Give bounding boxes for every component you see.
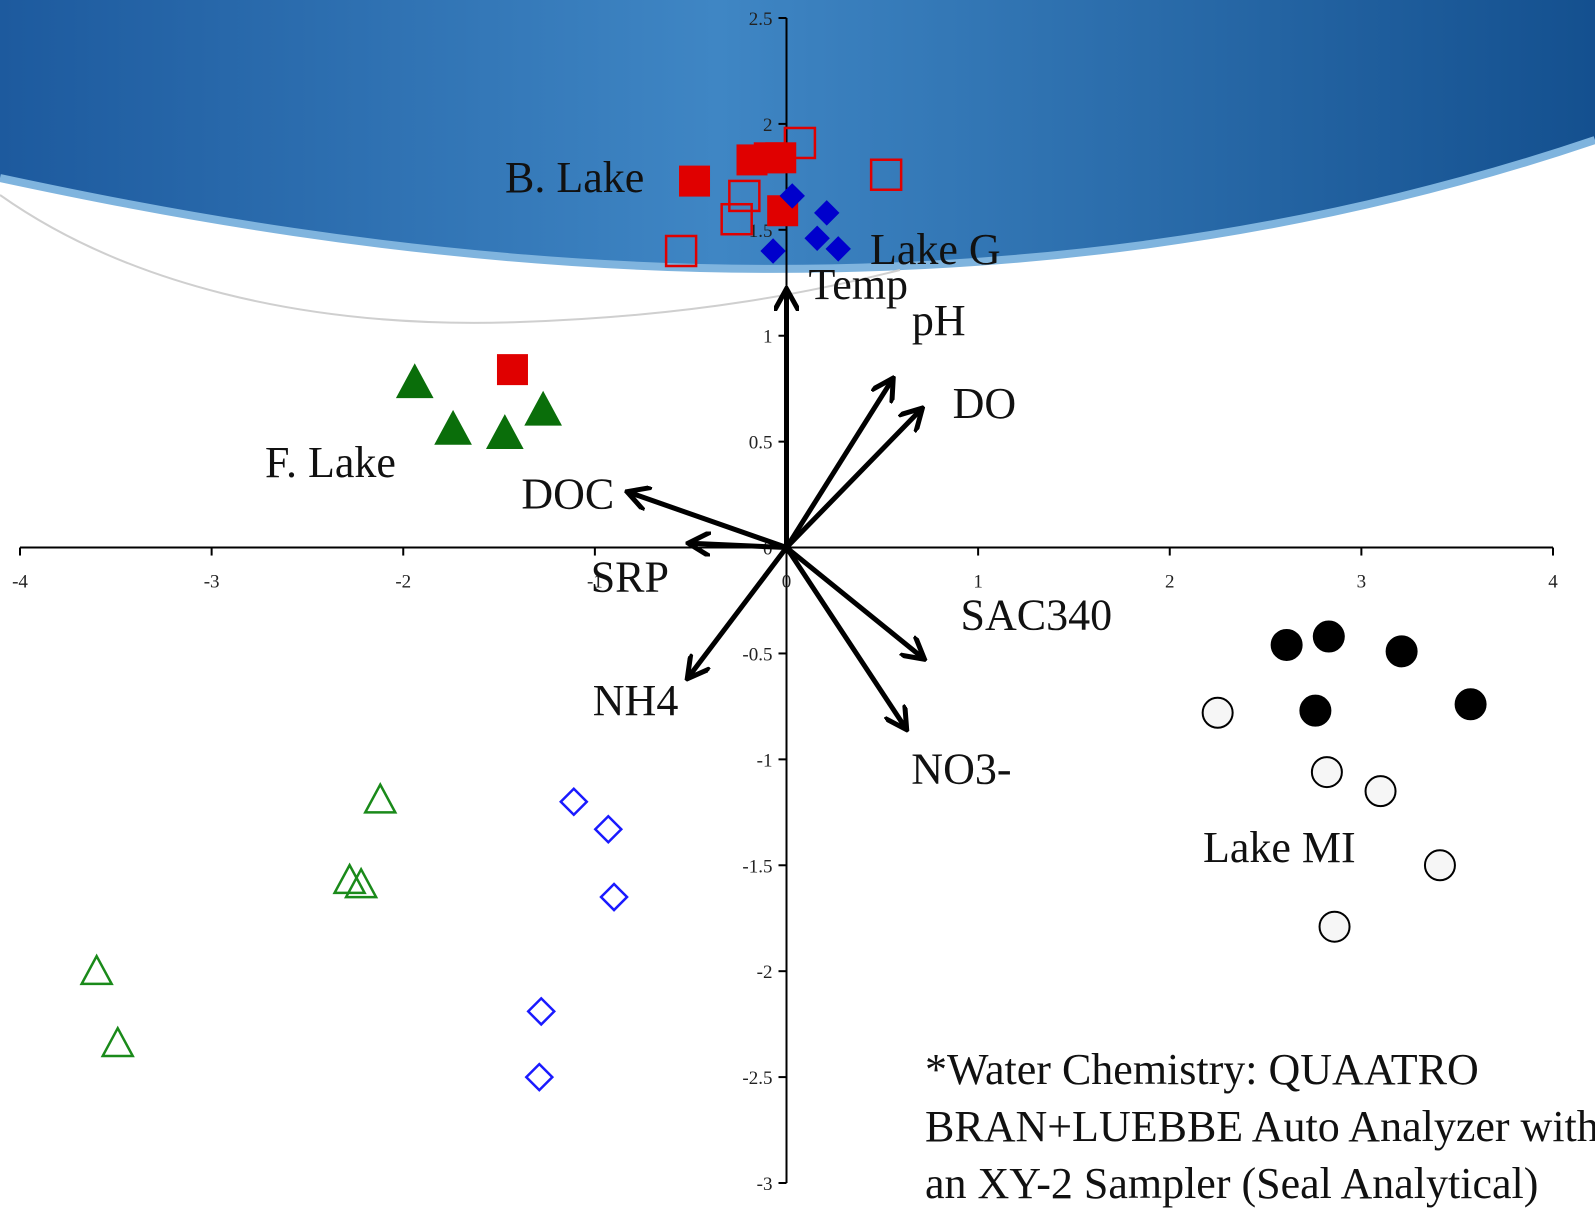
page: {"chart_data": {"type": "biplot", "xlim"…: [0, 0, 1595, 1213]
chart: -4-3-2-101234-3-2.5-2-1.5-1-0.500.511.52…: [0, 0, 1595, 1213]
point: [365, 785, 395, 813]
point: [1272, 630, 1302, 660]
point: [487, 415, 523, 448]
point: [1425, 850, 1455, 880]
vector-label: pH: [912, 296, 966, 345]
point: [601, 884, 627, 910]
loading-arrow: [629, 492, 786, 547]
point: [1320, 912, 1350, 942]
footnote: an XY-2 Sampler (Seal Analytical): [925, 1159, 1538, 1208]
loading-arrow: [787, 548, 923, 658]
point: [680, 166, 710, 196]
point: [595, 816, 621, 842]
x-tick-label: -3: [204, 572, 220, 593]
x-tick-label: 3: [1357, 572, 1367, 593]
point: [435, 411, 471, 444]
loading-arrow: [787, 548, 906, 728]
point: [497, 355, 527, 385]
vector-label: DO: [953, 379, 1017, 428]
x-tick-label: -2: [395, 572, 411, 593]
point: [1203, 698, 1233, 728]
y-tick-label: 2.5: [749, 9, 773, 30]
vector-label: NH4: [593, 676, 679, 725]
vector-label: SRP: [591, 552, 669, 601]
point: [103, 1028, 133, 1056]
x-tick-label: -4: [12, 572, 28, 593]
y-tick-label: -1.5: [742, 856, 772, 877]
y-tick-label: -1: [757, 750, 773, 771]
y-tick-label: 2: [763, 115, 773, 136]
y-tick-label: 1: [763, 327, 773, 348]
point: [1312, 757, 1342, 787]
loading-arrow: [787, 380, 892, 547]
y-tick-label: -2: [757, 962, 773, 983]
vector-label: SAC340: [961, 591, 1113, 640]
vector-label: DOC: [521, 469, 614, 518]
point: [397, 364, 433, 397]
group-label: Lake G: [870, 225, 1001, 274]
point: [1387, 636, 1417, 666]
point: [528, 998, 554, 1024]
y-tick-label: 0.5: [749, 433, 773, 454]
y-tick-label: -2.5: [742, 1068, 772, 1089]
footnote: *Water Chemistry: QUAATRO: [925, 1045, 1479, 1094]
group-label: B. Lake: [505, 153, 644, 202]
point: [82, 956, 112, 984]
y-tick-label: -3: [757, 1174, 773, 1195]
y-tick-label: -0.5: [742, 644, 772, 665]
group-label: F. Lake: [265, 438, 396, 487]
point: [1366, 776, 1396, 806]
point: [561, 789, 587, 815]
background: [0, 0, 1595, 323]
loading-arrow: [787, 410, 921, 548]
x-tick-label: 1: [973, 572, 983, 593]
x-tick-label: 0: [782, 572, 792, 593]
point: [1300, 696, 1330, 726]
point: [1456, 689, 1486, 719]
x-tick-label: 2: [1165, 572, 1175, 593]
group-label: Lake MI: [1203, 823, 1356, 872]
point: [525, 392, 561, 425]
point: [526, 1064, 552, 1090]
footnote: BRAN+LUEBBE Auto Analyzer with: [925, 1102, 1595, 1151]
x-tick-label: 4: [1548, 572, 1558, 593]
point: [1314, 622, 1344, 652]
vector-label: NO3-: [911, 745, 1011, 794]
